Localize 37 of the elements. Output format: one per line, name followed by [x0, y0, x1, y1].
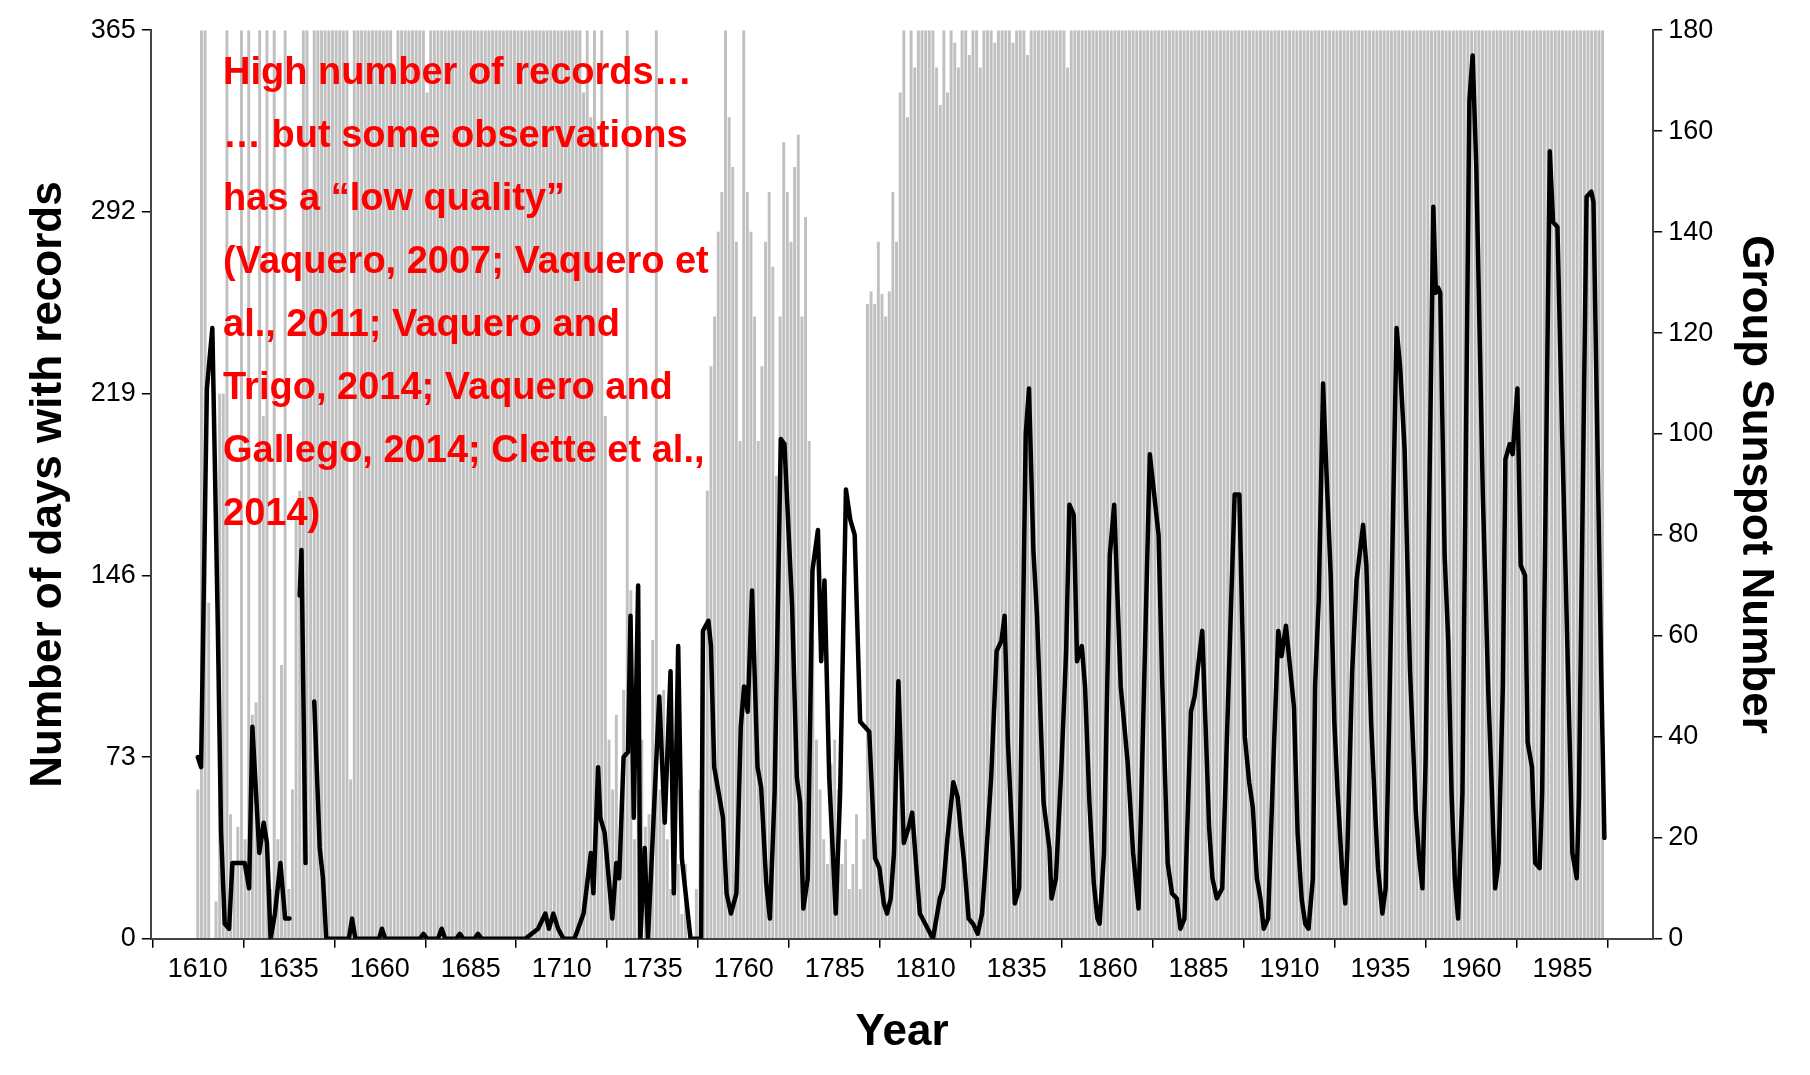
- x-tick-label: 1910: [1259, 953, 1320, 984]
- x-tick-label: 1860: [1077, 953, 1138, 984]
- y2-tick-label: 80: [1668, 518, 1699, 549]
- x-tick-label: 1935: [1350, 953, 1411, 984]
- y-tick-label: 146: [90, 558, 136, 589]
- y2-tick-label: 20: [1668, 821, 1699, 852]
- x-tick-label: 1985: [1532, 953, 1593, 984]
- x-axis-title: Year: [855, 1004, 949, 1054]
- x-tick-label: 1760: [713, 953, 774, 984]
- x-tick-label: 1660: [349, 953, 410, 984]
- y-tick-label: 292: [90, 195, 136, 226]
- x-tick-label: 1635: [258, 953, 319, 984]
- y-tick-label: 73: [105, 740, 136, 771]
- annotation: … but some observations has a “low quality” (Vaquero, 2007; Vaquero et al., 2011; Vaquero and Trigo, 2014; Vaquero and Gallego, 2014; Clette et al., 2014): [223, 112, 710, 535]
- annotation: High number of records…: [223, 49, 693, 94]
- y2-tick-label: 160: [1668, 114, 1714, 145]
- y-tick-label: 365: [90, 13, 136, 44]
- y2-axis-title: Group Sunspot Number: [1734, 235, 1784, 734]
- x-tick-label: 1785: [804, 953, 865, 984]
- y2-tick-label: 100: [1668, 417, 1714, 448]
- y2-tick-label: 40: [1668, 720, 1699, 751]
- y2-tick-label: 180: [1668, 13, 1714, 44]
- x-tick-label: 1735: [622, 953, 683, 984]
- y-tick-label: 0: [120, 922, 136, 953]
- x-tick-label: 1835: [986, 953, 1047, 984]
- y-tick-label: 219: [90, 377, 136, 408]
- x-tick-label: 1710: [531, 953, 592, 984]
- y2-tick-label: 140: [1668, 215, 1714, 246]
- x-tick-label: 1810: [895, 953, 956, 984]
- y-axis-title: Number of days with records: [20, 181, 70, 788]
- x-tick-label: 1960: [1441, 953, 1502, 984]
- x-tick-label: 1610: [167, 953, 228, 984]
- x-tick-label: 1685: [440, 953, 501, 984]
- y2-tick-label: 0: [1668, 922, 1684, 953]
- x-tick-label: 1885: [1168, 953, 1229, 984]
- y2-tick-label: 120: [1668, 316, 1714, 347]
- y2-tick-label: 60: [1668, 619, 1699, 650]
